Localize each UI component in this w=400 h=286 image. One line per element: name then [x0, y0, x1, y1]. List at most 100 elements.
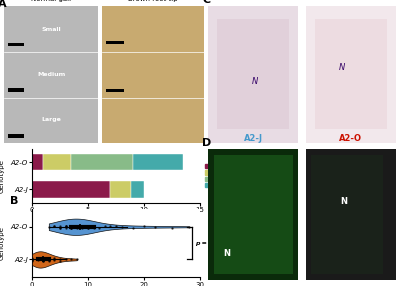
- Point: [85, 225, 91, 230]
- Bar: [306, 6, 396, 143]
- Text: Large: Large: [41, 117, 61, 122]
- Point: [68, 257, 74, 261]
- Bar: [43, 154, 71, 170]
- Point: [46, 225, 52, 229]
- Bar: [8, 88, 24, 92]
- Bar: [32, 154, 43, 170]
- Text: C: C: [202, 0, 210, 5]
- Point: [113, 224, 119, 228]
- Bar: [71, 154, 133, 170]
- Text: D: D: [202, 138, 212, 148]
- Point: [46, 258, 52, 263]
- Bar: [32, 181, 110, 198]
- Point: [51, 223, 58, 228]
- Bar: [130, 181, 144, 198]
- Point: [34, 256, 41, 261]
- Bar: [315, 19, 386, 129]
- Bar: [110, 181, 130, 198]
- Point: [46, 258, 52, 263]
- Point: [169, 225, 175, 230]
- Point: [74, 225, 80, 229]
- Point: [130, 226, 136, 230]
- Y-axis label: Genotype: Genotype: [0, 159, 5, 193]
- Text: A: A: [0, 0, 7, 9]
- Text: N: N: [340, 197, 347, 206]
- Point: [29, 257, 35, 261]
- Text: p = 2.96e-08: p = 2.96e-08: [196, 241, 241, 246]
- Point: [74, 224, 80, 229]
- Text: Medium: Medium: [37, 72, 65, 77]
- Point: [34, 257, 41, 261]
- Point: [62, 257, 69, 261]
- Bar: [106, 89, 124, 92]
- Bar: [8, 43, 24, 46]
- Point: [85, 226, 91, 230]
- Point: [40, 258, 46, 263]
- Point: [74, 257, 80, 261]
- Point: [152, 225, 158, 229]
- Bar: [218, 19, 289, 129]
- Point: [90, 224, 97, 229]
- Point: [79, 225, 86, 230]
- Bar: [4, 6, 98, 143]
- Point: [46, 257, 52, 262]
- Text: Brown root tip: Brown root tip: [128, 0, 178, 2]
- Point: [34, 257, 41, 261]
- Point: [68, 223, 74, 228]
- Text: N: N: [223, 249, 230, 259]
- Point: [62, 224, 69, 229]
- Point: [57, 225, 63, 230]
- Point: [57, 256, 63, 261]
- Point: [141, 224, 147, 229]
- Point: [186, 225, 192, 229]
- Point: [40, 257, 46, 262]
- Point: [51, 224, 58, 229]
- Point: [40, 257, 46, 262]
- Point: [51, 258, 58, 263]
- Bar: [102, 6, 204, 143]
- Point: [90, 225, 97, 230]
- Text: A2-J: A2-J: [244, 134, 263, 144]
- Point: [29, 258, 35, 262]
- Text: A2-O: A2-O: [339, 134, 362, 144]
- Point: [29, 256, 35, 261]
- X-axis label: The number of galls and brown root tips / plant: The number of galls and brown root tips …: [42, 216, 190, 221]
- Text: Normal gall: Normal gall: [31, 0, 71, 2]
- Point: [40, 258, 46, 262]
- Point: [34, 256, 41, 261]
- Point: [68, 225, 74, 230]
- Point: [57, 225, 63, 230]
- Point: [62, 226, 69, 230]
- Point: [62, 224, 69, 228]
- Point: [85, 224, 91, 229]
- Bar: [133, 154, 183, 170]
- Point: [40, 258, 46, 263]
- Point: [74, 225, 80, 230]
- Point: [68, 225, 74, 230]
- Point: [79, 224, 86, 228]
- Point: [102, 223, 108, 228]
- Point: [79, 225, 86, 229]
- Point: [79, 225, 86, 229]
- Point: [34, 256, 41, 261]
- Point: [57, 224, 63, 229]
- Point: [40, 258, 46, 262]
- Point: [29, 258, 35, 262]
- Point: [29, 257, 35, 262]
- Point: [46, 258, 52, 262]
- Point: [40, 258, 46, 263]
- Point: [74, 225, 80, 229]
- Point: [46, 256, 52, 261]
- Point: [62, 224, 69, 229]
- Point: [40, 256, 46, 261]
- Point: [57, 259, 63, 263]
- Bar: [311, 155, 383, 274]
- Bar: [208, 6, 298, 143]
- Point: [34, 258, 41, 263]
- Legend: Brown, Small, Medium, Large: Brown, Small, Medium, Large: [204, 163, 233, 188]
- Point: [51, 256, 58, 261]
- Bar: [208, 149, 298, 280]
- Text: N: N: [252, 77, 258, 86]
- Point: [118, 225, 125, 230]
- Point: [68, 224, 74, 228]
